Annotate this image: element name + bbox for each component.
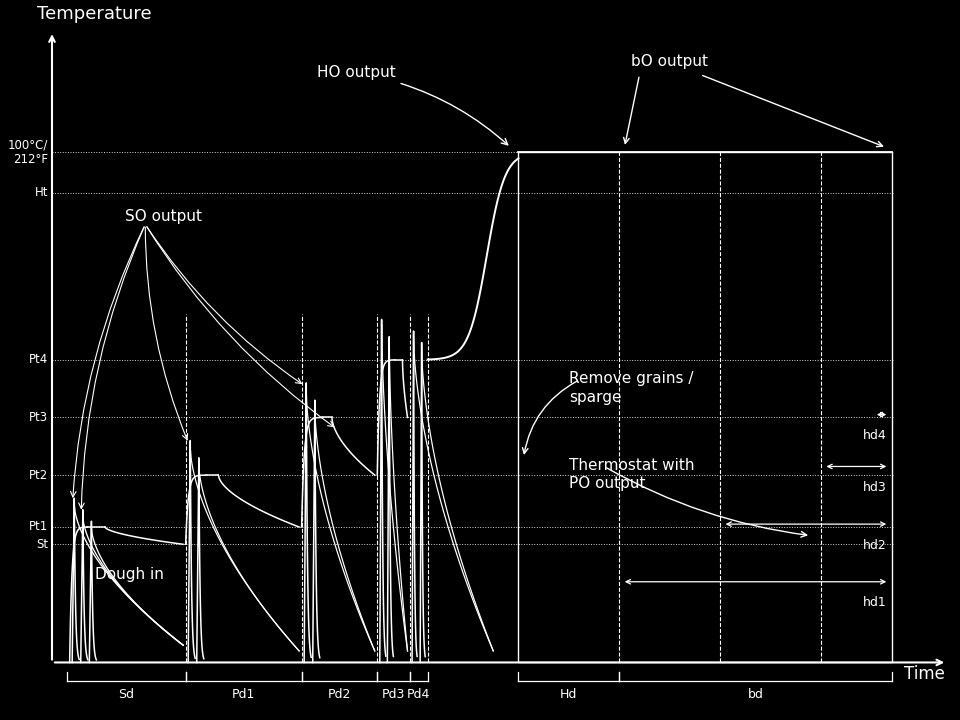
Text: Ht: Ht [35,186,48,199]
Text: SO output: SO output [125,210,203,225]
Text: Pd4: Pd4 [407,688,431,701]
Text: bO output: bO output [632,54,708,69]
Text: Pd2: Pd2 [327,688,351,701]
Text: Thermostat with
PO output: Thermostat with PO output [569,458,694,492]
Text: hd4: hd4 [863,429,887,442]
Text: 100°C/
212°F: 100°C/ 212°F [8,138,48,166]
Text: HO output: HO output [317,66,508,145]
Bar [518,153,892,662]
Text: Pd1: Pd1 [232,688,255,701]
Text: Temperature: Temperature [36,4,152,22]
Text: Dough in: Dough in [95,567,164,582]
Text: Time: Time [903,665,945,683]
Text: Remove grains /
sparge: Remove grains / sparge [569,372,693,405]
Text: Sd: Sd [118,688,134,701]
Text: Pt3: Pt3 [29,411,48,424]
Text: bd: bd [748,688,763,701]
Text: Pt2: Pt2 [29,469,48,482]
Text: Pt1: Pt1 [29,521,48,534]
Text: hd1: hd1 [863,596,887,609]
Text: hd3: hd3 [863,481,887,494]
Text: Pt4: Pt4 [29,354,48,366]
Text: Pd3: Pd3 [382,688,405,701]
Text: St: St [36,538,48,551]
Text: Hd: Hd [561,688,578,701]
Text: hd2: hd2 [863,539,887,552]
